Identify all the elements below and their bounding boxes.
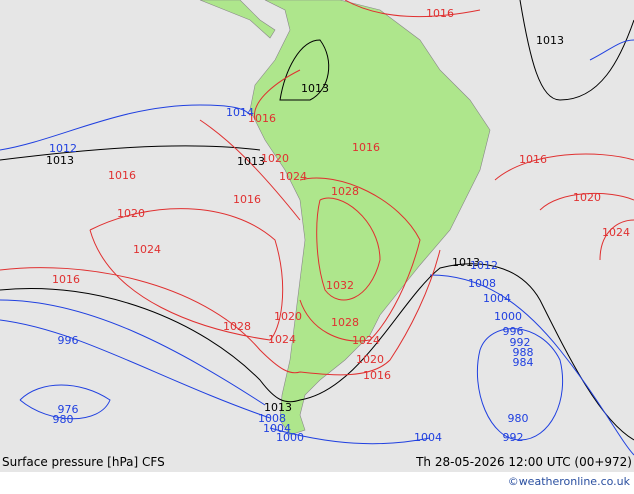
land: [199, 0, 491, 436]
isobar-label: 1013: [264, 401, 292, 414]
isobar-label: 1016: [363, 369, 391, 382]
isobar-label: 1032: [326, 279, 354, 292]
isobar-label: 1020: [274, 310, 302, 323]
isobar-label: 1024: [352, 334, 380, 347]
isobar-label: 984: [513, 356, 534, 369]
isobar-label: 1020: [261, 152, 289, 165]
isobar-label: 1016: [426, 7, 454, 20]
isobar-label: 1013: [237, 155, 265, 168]
isobar-label: 1024: [602, 226, 630, 239]
isobar-label: 1016: [519, 153, 547, 166]
isobar-label: 1020: [573, 191, 601, 204]
isobar-label: 1013: [46, 154, 74, 167]
footer-valid: Th 28-05-2026 12:00 UTC (00+972): [415, 455, 632, 469]
isobar-label: 1016: [248, 112, 276, 125]
isobar-label: 1016: [233, 193, 261, 206]
isobar-label: 1013: [301, 82, 329, 95]
isobar-label: 1004: [483, 292, 511, 305]
isobar-label: 1004: [414, 431, 442, 444]
isobar-label: 1028: [331, 185, 359, 198]
isobar-label: 988: [513, 346, 534, 359]
isobar-label: 980: [53, 413, 74, 426]
isobar-label: 1012: [49, 142, 77, 155]
isobar-label: 1014: [226, 106, 254, 119]
isobar-label: 996: [503, 325, 524, 338]
isobar-label: 1016: [352, 141, 380, 154]
isobar-label: 1024: [268, 333, 296, 346]
footer-credit: ©weatheronline.co.uk: [508, 475, 631, 488]
isobar-label: 1004: [263, 422, 291, 435]
isobar-label: 1020: [356, 353, 384, 366]
isobar-label: 976: [58, 403, 79, 416]
isobar-label: 980: [508, 412, 529, 425]
isobar-label: 1028: [331, 316, 359, 329]
isobar-label: 1024: [133, 243, 161, 256]
isobar-label: 1024: [279, 170, 307, 183]
isobar-label: 1013: [536, 34, 564, 47]
isobar-label: 1028: [223, 320, 251, 333]
isobar-label: 992: [503, 431, 524, 444]
isobars: [0, 0, 634, 456]
isobar-label: 1013: [452, 256, 480, 269]
isobar-label: 1016: [52, 273, 80, 286]
isobar-label: 1008: [258, 412, 286, 425]
footer-bar: [0, 472, 634, 490]
isobar-label: 992: [510, 336, 531, 349]
isobar-label: 996: [58, 334, 79, 347]
isobar-label: 1020: [117, 207, 145, 220]
footer-title: Surface pressure [hPa] CFS: [2, 455, 165, 469]
isobar-label: 1016: [108, 169, 136, 182]
isobar-label: 1000: [276, 431, 304, 444]
isobar-label: 1008: [468, 277, 496, 290]
isobar-label: 1012: [470, 259, 498, 272]
isobar-label: 1000: [494, 310, 522, 323]
